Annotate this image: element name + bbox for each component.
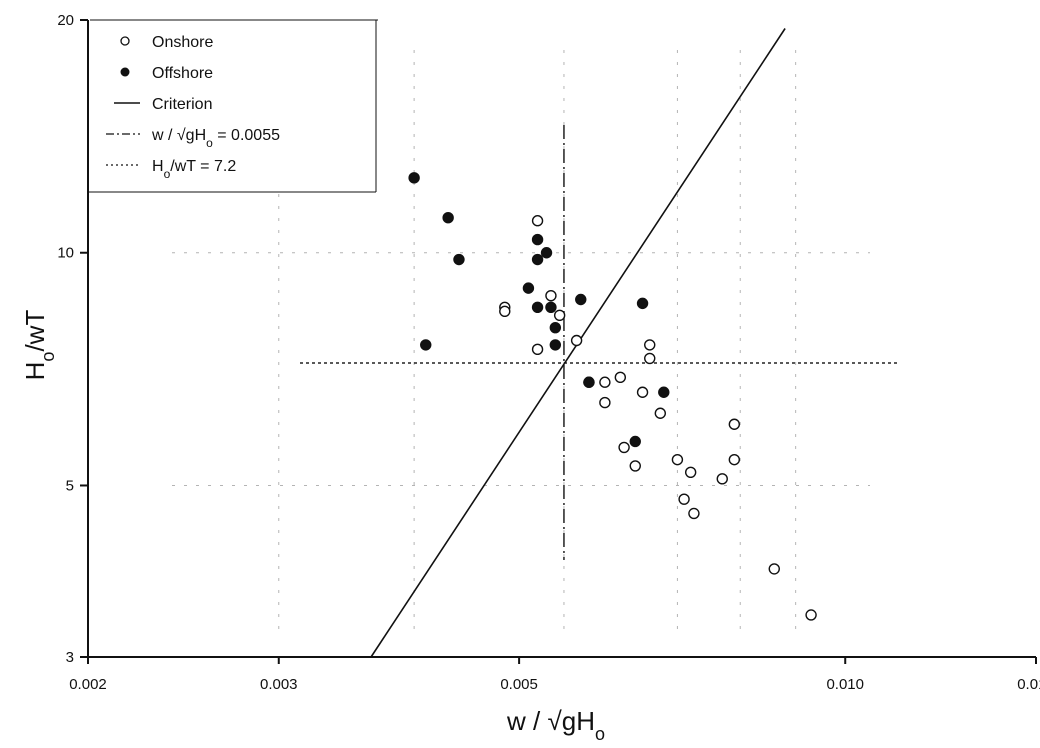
offshore-point [549, 339, 562, 351]
offshore-point [522, 282, 535, 294]
onshore-point [716, 473, 728, 485]
offshore-point [636, 297, 649, 310]
x-axis-title-radicand: gH [562, 706, 595, 736]
y-tick-label: 20 [57, 12, 74, 29]
x-tick-label: 0.005 [500, 676, 538, 693]
legend-label-main: H [152, 158, 164, 175]
y-tick-label: 5 [66, 477, 74, 494]
legend-label-h_threshold: Ho/wT = 7.2 [152, 158, 236, 181]
onshore-point [688, 507, 700, 520]
legend-marker-onshore [120, 36, 130, 46]
onshore-point [805, 609, 817, 621]
onshore-point [618, 441, 630, 454]
x-tick-label: 0.003 [260, 676, 298, 693]
legend-marker-offshore [120, 67, 130, 77]
onshore-point [499, 305, 511, 317]
onshore-point [671, 453, 684, 466]
legend-label-w_threshold: w / √gHo = 0.0055 [151, 127, 280, 150]
axes: 0.002 0.003 0.005 0.010 0.015 3 5 10 20 [57, 12, 1040, 693]
radical-sign: √ [547, 706, 562, 736]
onshore-point [599, 376, 611, 388]
offshore-point [658, 386, 670, 398]
y-axis-title-main: H [20, 362, 50, 381]
data-points [408, 172, 817, 621]
legend-label-subscript: o [206, 136, 213, 150]
legend-background [89, 21, 376, 192]
onshore-point [728, 453, 741, 466]
onshore-point [629, 460, 641, 472]
x-tick-label: 0.015 [1017, 676, 1040, 693]
onshore-point [684, 466, 697, 479]
offshore-point [583, 376, 595, 388]
offshore-point [442, 211, 454, 224]
offshore-point [549, 321, 562, 334]
legend-label-rest: /wT = 7.2 [170, 158, 236, 175]
onshore-point [531, 343, 544, 356]
x-axis-title-lead: w / [506, 706, 547, 736]
onshore-point [570, 334, 583, 347]
radical-sign: √ [177, 127, 186, 144]
onshore-point [636, 386, 649, 398]
y-axis-title: Ho/wT [20, 310, 58, 381]
legend-label-radicand: gH [186, 127, 206, 144]
y-axis-title-subscript: o [38, 352, 58, 362]
onshore-point [614, 371, 627, 384]
x-axis-title: w / √gHo [506, 706, 605, 744]
onshore-point [678, 493, 690, 505]
x-tick-label: 0.010 [826, 676, 864, 693]
reference-lines [300, 28, 900, 658]
onshore-point [545, 289, 557, 302]
onshore-point [768, 563, 780, 575]
onshore-point [553, 309, 566, 322]
y-tick-label: 3 [66, 649, 74, 666]
onshore-point [644, 352, 656, 365]
offshore-point [545, 301, 557, 314]
offshore-point [531, 253, 544, 266]
onshore-point [654, 407, 667, 419]
legend-label-onshore: Onshore [152, 34, 213, 51]
legend-label-offshore: Offshore [152, 65, 213, 82]
offshore-point [408, 172, 420, 184]
legend-label-criterion: Criterion [152, 96, 212, 113]
y-axis-title-rest: /wT [20, 310, 50, 352]
offshore-point [540, 247, 553, 259]
legend-label-subscript: o [164, 167, 171, 181]
offshore-point [629, 435, 641, 448]
legend-label-lead: w / [151, 127, 177, 144]
onshore-point [531, 215, 544, 227]
offshore-point [531, 301, 544, 314]
offshore-point [420, 339, 432, 351]
x-axis-title-subscript: o [595, 724, 605, 744]
onshore-point [728, 418, 741, 430]
offshore-point [453, 253, 465, 266]
x-tick-label: 0.002 [69, 676, 107, 693]
offshore-point [575, 293, 587, 306]
onshore-point [599, 396, 611, 409]
y-tick-label: 10 [57, 245, 74, 262]
onshore-point [644, 339, 656, 351]
legend-label-rest: = 0.0055 [213, 127, 280, 144]
offshore-point [531, 233, 544, 246]
